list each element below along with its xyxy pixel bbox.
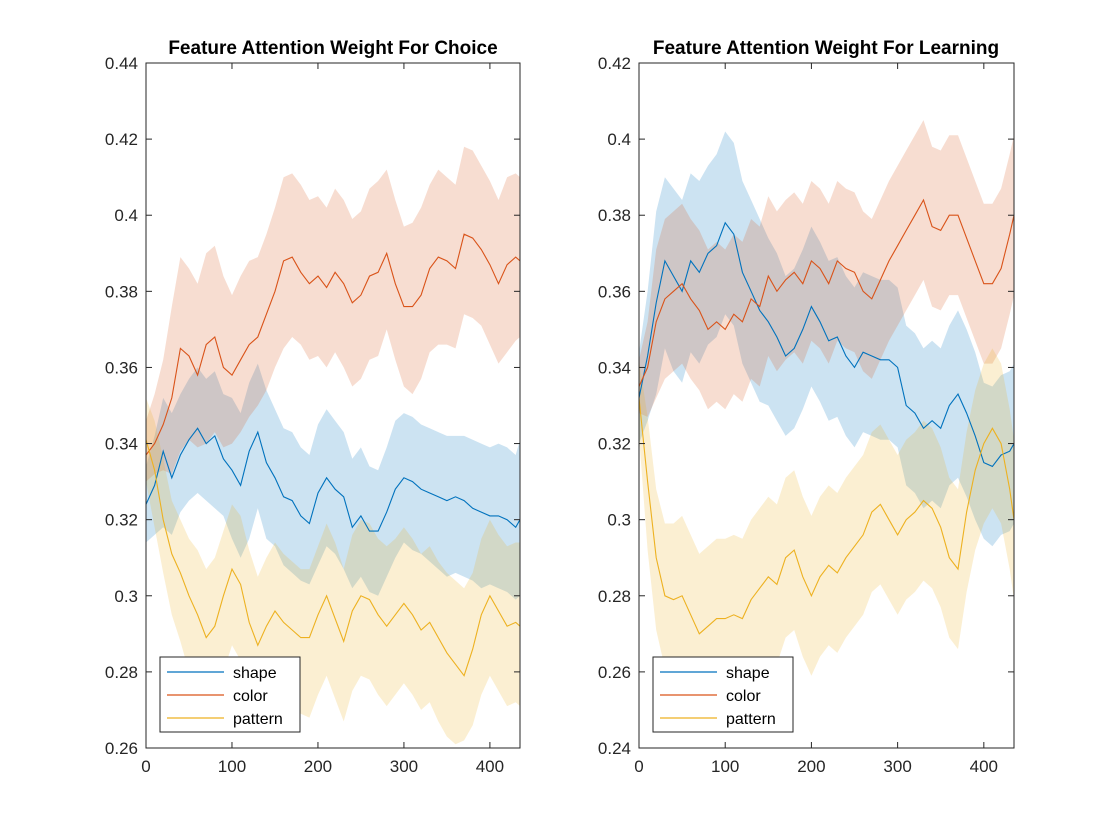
y-tick-label: 0.32 [105, 511, 138, 530]
series-line-shape [638, 221, 1015, 468]
x-tick-label: 400 [970, 757, 998, 776]
plot-area-background [146, 63, 520, 748]
y-tick-label: 0.4 [607, 130, 631, 149]
band-shape [639, 131, 1014, 547]
y-tick-label: 0.42 [105, 130, 138, 149]
y-tick-label: 0.34 [598, 358, 631, 377]
legend-label-pattern: pattern [233, 711, 283, 728]
y-tick-label: 0.28 [105, 663, 138, 682]
y-tick-label: 0.34 [105, 435, 138, 454]
y-tick-label: 0.4 [114, 206, 138, 225]
x-tick-label: 300 [883, 757, 911, 776]
x-tick-label: 400 [476, 757, 504, 776]
y-tick-label: 0.42 [598, 54, 631, 73]
y-tick-label: 0.38 [598, 206, 631, 225]
y-tick-label: 0.32 [598, 435, 631, 454]
chart-title: Feature Attention Weight For Learning [653, 38, 999, 59]
y-tick-label: 0.28 [598, 587, 631, 606]
plot-area-background [639, 63, 1014, 748]
legend-label-color: color [233, 688, 268, 705]
legend-label-pattern: pattern [726, 711, 776, 728]
y-tick-label: 0.26 [105, 739, 138, 758]
y-tick-label: 0.3 [607, 511, 631, 530]
y-tick-label: 0.24 [598, 739, 631, 758]
y-tick-label: 0.38 [105, 282, 138, 301]
band-color [146, 146, 520, 482]
series-line-color [638, 198, 1015, 387]
band-shape [146, 363, 520, 600]
chart-panel-learning: 0 100 200 300 400 0.24 0.26 0.28 0.3 0.32 0.34 0.36… [598, 38, 1015, 776]
legend: shape color pattern [159, 656, 301, 733]
x-tick-label: 200 [797, 757, 825, 776]
legend-label-shape: shape [726, 665, 770, 682]
x-tick-label: 100 [711, 757, 739, 776]
x-tick-label: 200 [304, 757, 332, 776]
legend: shape color pattern [652, 656, 794, 733]
series-line-pattern [638, 397, 1015, 635]
plot-area-frame [638, 62, 1015, 749]
plot-area-frame [145, 62, 521, 749]
series-line-shape [145, 427, 521, 532]
x-tick-label: 0 [634, 757, 643, 776]
x-tick-label: 100 [218, 757, 246, 776]
y-tick-label: 0.26 [598, 663, 631, 682]
band-color [639, 120, 1014, 417]
y-tick-label: 0.44 [105, 54, 138, 73]
legend-label-shape: shape [233, 665, 277, 682]
series-line-color [145, 233, 521, 456]
chart-title: Feature Attention Weight For Choice [168, 38, 497, 59]
chart-panel-choice: 0 100 200 300 400 0.26 0.28 0.3 0.32 0.34 0.36 0.38… [105, 38, 521, 776]
y-tick-label: 0.3 [114, 587, 138, 606]
x-tick-label: 0 [141, 757, 150, 776]
y-tick-label: 0.36 [105, 358, 138, 377]
x-tick-label: 300 [390, 757, 418, 776]
series-line-pattern [145, 439, 521, 677]
y-tick-label: 0.36 [598, 282, 631, 301]
band-pattern [639, 348, 1014, 714]
legend-label-color: color [726, 688, 761, 705]
